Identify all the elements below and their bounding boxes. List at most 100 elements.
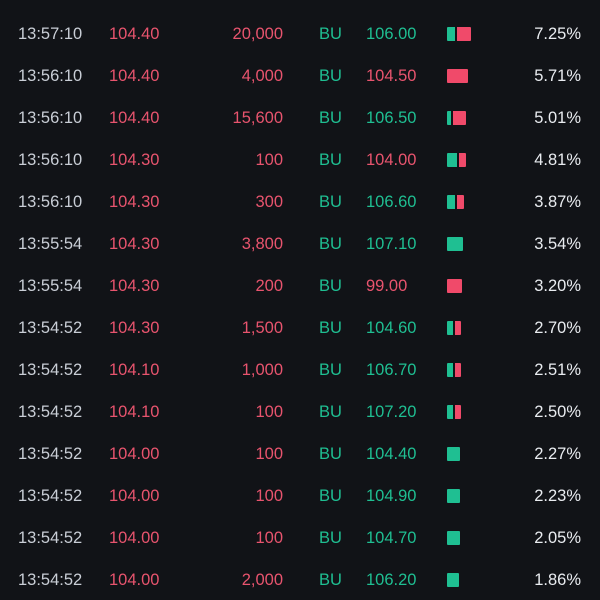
trade-percentage: 2.70% — [534, 319, 581, 337]
trade-time: 13:54:52 — [18, 319, 83, 337]
trade-price: 104.30 — [109, 193, 160, 211]
trade-reference-price: 104.50 — [366, 67, 417, 85]
trade-percentage: 2.05% — [534, 529, 581, 547]
trade-time: 13:54:52 — [18, 571, 83, 589]
sell-segment — [455, 363, 461, 377]
trade-volume: 4,000 — [241, 67, 283, 85]
table-row[interactable]: 13:55:54 104.30 200 BU 99.00 3.20% — [0, 265, 600, 307]
segment-divider — [453, 405, 455, 419]
trade-reference-price: 107.10 — [366, 235, 417, 253]
segment-divider — [454, 27, 457, 41]
table-row[interactable]: 13:54:52 104.30 1,500 BU 104.60 2.70% — [0, 307, 600, 349]
buy-segment — [447, 321, 453, 335]
trade-reference-price: 106.70 — [366, 361, 417, 379]
trade-code: BU — [319, 529, 342, 547]
trade-time: 13:54:52 — [18, 361, 83, 379]
trade-percentage: 3.20% — [534, 277, 581, 295]
trade-percentage: 2.23% — [534, 487, 581, 505]
trade-percentage: 7.25% — [534, 25, 581, 43]
buy-sell-ratio-bar — [447, 69, 468, 83]
buy-sell-ratio-bar — [447, 237, 463, 251]
trade-percentage: 1.86% — [534, 571, 581, 589]
trade-price: 104.00 — [109, 487, 160, 505]
buy-sell-ratio-bar — [447, 363, 461, 377]
segment-divider — [453, 363, 455, 377]
trade-reference-price: 106.60 — [366, 193, 417, 211]
trade-percentage: 2.51% — [534, 361, 581, 379]
buy-segment — [447, 573, 459, 587]
table-row[interactable]: 13:54:52 104.00 2,000 BU 106.20 1.86% — [0, 559, 600, 600]
trade-code: BU — [319, 109, 342, 127]
segment-divider — [451, 111, 454, 125]
buy-segment — [447, 111, 452, 125]
buy-sell-ratio-bar — [447, 405, 461, 419]
sell-segment — [455, 321, 461, 335]
trade-time: 13:56:10 — [18, 67, 83, 85]
trade-code: BU — [319, 151, 342, 169]
trade-volume: 100 — [255, 529, 283, 547]
sell-segment — [447, 279, 462, 293]
trade-time: 13:54:52 — [18, 529, 83, 547]
table-row[interactable]: 13:56:10 104.30 100 BU 104.00 4.81% — [0, 139, 600, 181]
segment-divider — [455, 195, 458, 209]
trade-price: 104.40 — [109, 25, 160, 43]
trade-code: BU — [319, 193, 342, 211]
trade-volume: 100 — [255, 445, 283, 463]
table-row[interactable]: 13:54:52 104.00 100 BU 104.70 2.05% — [0, 517, 600, 559]
trade-percentage: 5.71% — [534, 67, 581, 85]
buy-sell-ratio-bar — [447, 279, 462, 293]
trade-time: 13:56:10 — [18, 109, 83, 127]
table-row[interactable]: 13:55:54 104.30 3,800 BU 107.10 3.54% — [0, 223, 600, 265]
trade-volume: 1,500 — [241, 319, 283, 337]
trade-price: 104.30 — [109, 235, 160, 253]
trade-volume: 2,000 — [241, 571, 283, 589]
trade-reference-price: 106.00 — [366, 25, 417, 43]
trade-time: 13:55:54 — [18, 235, 83, 253]
trade-price: 104.00 — [109, 529, 160, 547]
trade-code: BU — [319, 361, 342, 379]
table-row[interactable]: 13:54:52 104.00 100 BU 104.90 2.23% — [0, 475, 600, 517]
trade-price: 104.40 — [109, 67, 160, 85]
trade-price: 104.40 — [109, 109, 160, 127]
trade-code: BU — [319, 445, 342, 463]
table-row[interactable]: 13:56:10 104.30 300 BU 106.60 3.87% — [0, 181, 600, 223]
trade-reference-price: 104.40 — [366, 445, 417, 463]
trade-time: 13:56:10 — [18, 193, 83, 211]
trade-reference-price: 107.20 — [366, 403, 417, 421]
trade-reference-price: 104.60 — [366, 319, 417, 337]
trade-reference-price: 104.90 — [366, 487, 417, 505]
trade-code: BU — [319, 319, 342, 337]
trade-time: 13:55:54 — [18, 277, 83, 295]
sell-segment — [459, 153, 466, 167]
trade-time: 13:54:52 — [18, 487, 83, 505]
table-row[interactable]: 13:54:52 104.10 1,000 BU 106.70 2.51% — [0, 349, 600, 391]
table-row[interactable]: 13:56:10 104.40 4,000 BU 104.50 5.71% — [0, 55, 600, 97]
segment-divider — [453, 321, 455, 335]
trade-code: BU — [319, 571, 342, 589]
buy-sell-ratio-bar — [447, 27, 471, 41]
trade-volume: 100 — [255, 487, 283, 505]
trade-price: 104.30 — [109, 151, 160, 169]
buy-sell-ratio-bar — [447, 573, 459, 587]
buy-segment — [447, 27, 455, 41]
table-row[interactable]: 13:56:10 104.40 15,600 BU 106.50 5.01% — [0, 97, 600, 139]
trade-time: 13:54:52 — [18, 445, 83, 463]
trade-volume: 3,800 — [241, 235, 283, 253]
trade-price: 104.30 — [109, 277, 160, 295]
trade-reference-price: 99.00 — [366, 277, 408, 295]
trade-time: 13:54:52 — [18, 403, 83, 421]
sell-segment — [457, 195, 464, 209]
trade-reference-price: 104.00 — [366, 151, 417, 169]
trade-percentage: 3.87% — [534, 193, 581, 211]
buy-sell-ratio-bar — [447, 111, 466, 125]
trade-price: 104.10 — [109, 403, 160, 421]
trade-percentage: 2.50% — [534, 403, 581, 421]
table-row[interactable]: 13:54:52 104.00 100 BU 104.40 2.27% — [0, 433, 600, 475]
trade-percentage: 3.54% — [534, 235, 581, 253]
table-row[interactable]: 13:54:52 104.10 100 BU 107.20 2.50% — [0, 391, 600, 433]
table-row[interactable]: 13:57:10 104.40 20,000 BU 106.00 7.25% — [0, 13, 600, 55]
trade-volume: 100 — [255, 403, 283, 421]
sell-segment — [456, 27, 471, 41]
buy-sell-ratio-bar — [447, 195, 464, 209]
